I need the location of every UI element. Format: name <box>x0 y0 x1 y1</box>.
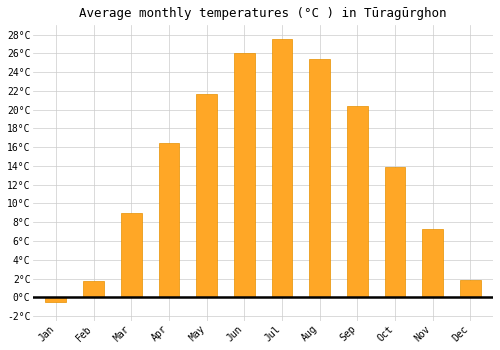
Bar <box>422 229 443 297</box>
Bar <box>310 59 330 297</box>
Bar <box>460 280 481 297</box>
Title: Average monthly temperatures (°C ) in Tūragūrghon: Average monthly temperatures (°C ) in Tū… <box>80 7 447 20</box>
Bar <box>46 297 66 302</box>
Bar <box>158 142 180 297</box>
Bar <box>121 213 142 297</box>
Bar <box>272 39 292 297</box>
Bar <box>234 54 254 297</box>
Bar <box>347 106 368 297</box>
Bar <box>196 94 217 297</box>
Bar <box>83 281 104 297</box>
Bar <box>384 167 406 297</box>
